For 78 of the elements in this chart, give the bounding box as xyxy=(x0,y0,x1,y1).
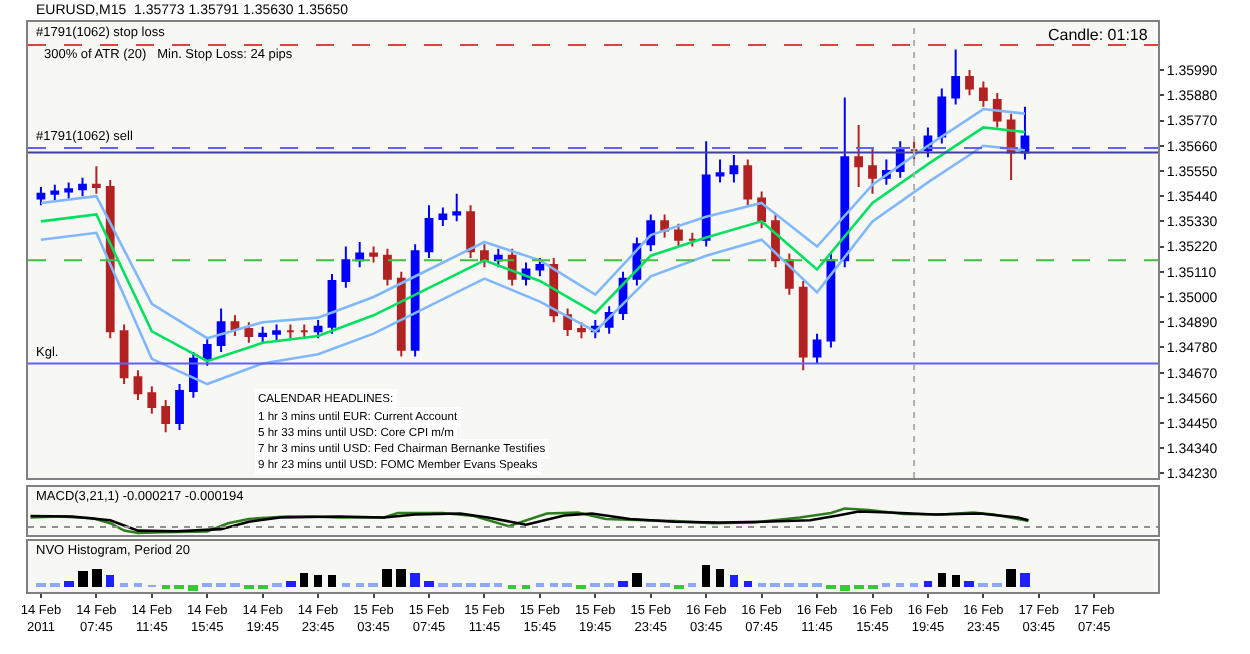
bar xyxy=(382,568,392,587)
candlestick xyxy=(91,165,101,195)
candlestick xyxy=(175,383,184,431)
bar xyxy=(1006,568,1016,587)
bar xyxy=(924,580,932,587)
candlestick xyxy=(1020,105,1030,161)
candlestick xyxy=(244,321,254,344)
candlestick xyxy=(369,245,378,264)
candlestick xyxy=(424,204,434,260)
candlestick xyxy=(965,69,974,97)
candlestick xyxy=(687,231,697,248)
candlestick xyxy=(202,337,212,367)
candlestick xyxy=(355,240,365,269)
candlestick xyxy=(313,318,323,340)
line-series xyxy=(39,126,1027,363)
bar xyxy=(632,572,642,587)
candlestick xyxy=(64,181,74,200)
candlestick xyxy=(854,124,864,188)
bar xyxy=(1020,572,1030,587)
bar xyxy=(314,574,322,587)
candlestick xyxy=(715,158,725,184)
candlestick xyxy=(812,332,822,365)
candlestick xyxy=(701,140,711,248)
bar xyxy=(964,580,974,587)
bar xyxy=(618,580,628,587)
bar xyxy=(730,574,738,587)
candlestick xyxy=(868,147,877,195)
candlestick xyxy=(909,140,919,161)
candlestick xyxy=(798,279,808,372)
candlestick xyxy=(216,307,226,353)
bar xyxy=(702,564,710,587)
candlestick xyxy=(840,96,850,269)
line-series xyxy=(39,144,1027,386)
candlestick xyxy=(383,247,392,287)
candlestick xyxy=(452,192,462,223)
candlestick xyxy=(133,369,143,402)
line-series xyxy=(39,107,1027,340)
bar xyxy=(840,584,850,591)
candlestick xyxy=(577,321,586,340)
candlestick xyxy=(674,222,683,248)
candlestick xyxy=(286,323,295,340)
candlestick xyxy=(438,206,448,227)
candlestick xyxy=(161,399,171,434)
candlestick xyxy=(992,92,1002,129)
candlestick xyxy=(272,323,281,342)
candlestick xyxy=(119,323,129,386)
candlestick xyxy=(299,323,309,340)
candlestick xyxy=(743,158,753,207)
candlestick xyxy=(978,80,988,108)
candlestick xyxy=(937,87,947,145)
candlestick xyxy=(410,243,420,358)
candlestick xyxy=(341,245,351,289)
candlestick xyxy=(36,185,46,207)
bar xyxy=(188,584,198,591)
annotation: Candle: 01:18 xyxy=(1048,26,1149,44)
bar xyxy=(106,574,114,587)
bar xyxy=(952,574,960,587)
candlestick xyxy=(480,243,489,269)
candlestick xyxy=(78,176,87,198)
candlestick xyxy=(50,183,60,202)
bar xyxy=(716,568,724,587)
bar xyxy=(78,570,88,587)
bar xyxy=(744,580,752,587)
bar xyxy=(92,568,102,587)
bar xyxy=(396,568,406,587)
candlestick xyxy=(535,257,545,278)
bar xyxy=(300,572,308,587)
bar xyxy=(938,572,946,587)
candlestick xyxy=(729,153,739,184)
candlestick xyxy=(258,325,268,344)
bar xyxy=(328,574,336,587)
candlestick xyxy=(147,385,157,415)
candlestick xyxy=(466,204,475,260)
bar xyxy=(410,572,420,587)
bar xyxy=(286,580,296,587)
bar xyxy=(64,580,74,587)
candlestick xyxy=(951,48,961,106)
bar xyxy=(424,580,434,587)
